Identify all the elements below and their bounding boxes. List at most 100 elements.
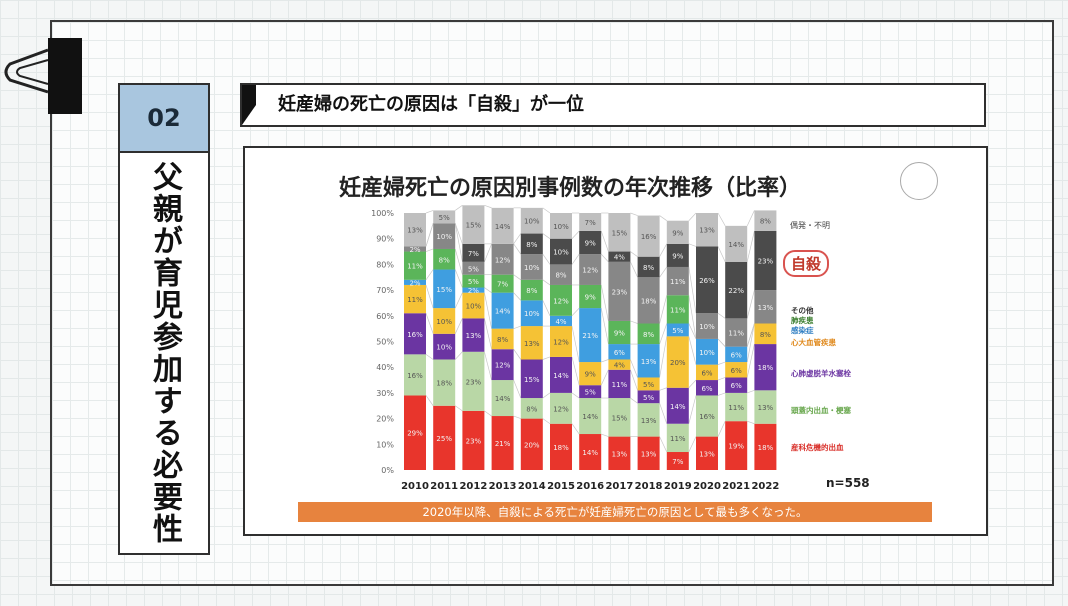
bar-segment (666, 323, 689, 337)
bar-segment (520, 279, 543, 301)
binder-clip-icon (4, 38, 82, 114)
connector-line (425, 284, 434, 309)
bar-segment (608, 436, 631, 470)
bar-segment (404, 246, 426, 252)
connector-line (425, 269, 434, 281)
data-label: 20% (524, 441, 540, 449)
data-label: 5% (672, 327, 683, 335)
connector-line (542, 392, 551, 399)
connector-line (513, 292, 522, 301)
connector-line (659, 295, 668, 324)
data-label: 20% (670, 359, 686, 367)
bar-segment (433, 269, 456, 309)
data-label: 13% (641, 450, 657, 458)
data-label: 13% (699, 450, 715, 458)
data-label: 4% (614, 254, 625, 262)
y-tick-label: 10% (376, 440, 394, 449)
data-label: 6% (731, 351, 742, 359)
banner-marker-icon (242, 85, 256, 125)
connector-line (659, 387, 667, 391)
x-tick-label: 2010 (401, 481, 429, 492)
bar-segment (433, 248, 456, 270)
bar-segment (666, 266, 689, 296)
connector-line (600, 284, 609, 322)
connector-line (484, 410, 492, 417)
x-tick-label: 2019 (664, 481, 692, 492)
connector-line (688, 295, 697, 339)
data-label: 12% (553, 405, 569, 413)
data-label: 21% (495, 440, 511, 448)
bar-segment (520, 398, 543, 419)
connector-line (513, 274, 522, 281)
x-tick-label: 2015 (547, 481, 575, 492)
connector-line (484, 318, 492, 350)
bar-segment (462, 205, 485, 244)
y-tick-label: 50% (376, 338, 394, 347)
data-label: 5% (643, 394, 654, 402)
bar-segment (404, 284, 426, 314)
data-label: 6% (731, 367, 742, 375)
data-label: 5% (439, 214, 450, 222)
data-label: 10% (524, 310, 540, 318)
bar-segment (520, 418, 543, 470)
bar-segment (725, 377, 748, 393)
bar-segment (696, 436, 718, 470)
bar-segment (550, 356, 572, 393)
data-label: 18% (641, 297, 657, 305)
connector-line (717, 392, 726, 396)
connector-line (600, 230, 609, 252)
bar-segment (579, 434, 602, 470)
bar-segment (696, 213, 718, 247)
connector-line (746, 290, 755, 319)
data-label: 22% (728, 287, 744, 295)
data-label: 9% (672, 229, 683, 237)
data-label: 15% (466, 222, 482, 230)
connector-line (513, 325, 521, 329)
connector-line (747, 420, 755, 425)
connector-line (717, 361, 726, 365)
bar-segment (462, 410, 485, 470)
data-label: 11% (407, 296, 423, 304)
data-label: 11% (670, 435, 686, 443)
bar-segment (462, 274, 485, 288)
data-label: 14% (553, 372, 569, 380)
connector-line (571, 230, 580, 239)
bar-segment (579, 362, 602, 386)
data-label: 10% (436, 344, 452, 352)
connector-line (484, 243, 492, 262)
data-label: 23% (466, 437, 482, 445)
data-label: 4% (555, 318, 566, 326)
data-label: 8% (497, 336, 508, 344)
data-label: 4% (614, 362, 625, 370)
data-label: 5% (468, 265, 479, 273)
data-label: 12% (553, 339, 569, 347)
data-label: 10% (524, 264, 540, 272)
bar-segment (725, 261, 748, 319)
data-label: 12% (553, 297, 569, 305)
connector-line (717, 212, 726, 227)
data-label: 8% (526, 287, 537, 295)
legend-item: 感染症 (791, 326, 814, 335)
bar-segment (550, 392, 572, 424)
bar-segment (433, 210, 456, 224)
connector-line (688, 379, 697, 388)
connector-line (630, 397, 638, 404)
connector-line (688, 243, 697, 247)
bar-segment (725, 318, 748, 347)
connector-line (630, 251, 638, 257)
bar-segment (491, 292, 514, 329)
data-label: 8% (526, 241, 537, 249)
connector-line (571, 307, 580, 317)
data-label: 16% (407, 331, 423, 339)
connector-line (425, 223, 434, 247)
connector-line (688, 436, 697, 453)
connector-line (542, 418, 551, 425)
connector-line (601, 359, 609, 363)
bar-segment (404, 354, 426, 396)
bar-segment (666, 295, 689, 324)
bar-segment (608, 344, 631, 360)
y-tick-label: 0% (381, 466, 394, 475)
bar-segment (754, 323, 777, 345)
connector-line (746, 210, 755, 226)
connector-line (571, 423, 580, 435)
